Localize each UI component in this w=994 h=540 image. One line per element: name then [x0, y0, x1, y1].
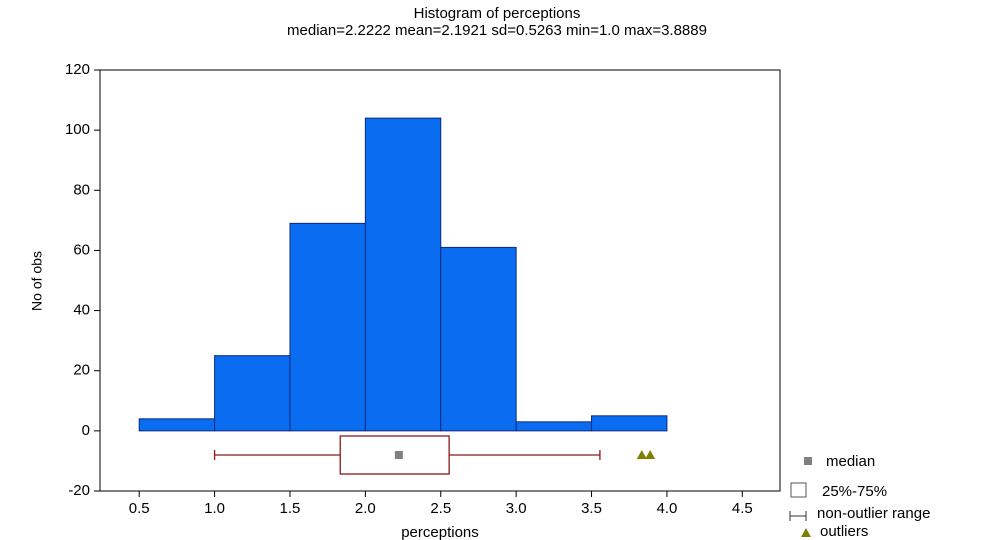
y-tick-label: 100 [65, 121, 90, 138]
box [339, 435, 450, 475]
y-tick-label: 40 [73, 302, 90, 319]
bar [591, 415, 668, 432]
bar [364, 117, 442, 432]
plot-frame [99, 69, 781, 492]
x-tick-label: 1.5 [280, 500, 301, 517]
median-marker [394, 451, 403, 459]
x-tick-label: 1.0 [204, 500, 225, 517]
bar [138, 418, 216, 432]
chart-subtitle: median=2.2222 mean=2.1921 sd=0.5263 min=… [287, 22, 707, 39]
x-tick-label: 2.0 [355, 500, 376, 517]
y-tick-label: 0 [82, 422, 90, 439]
x-tick-label: 0.5 [129, 500, 150, 517]
x-tick-label: 2.5 [430, 500, 451, 517]
y-tick-label: 20 [73, 362, 90, 379]
bar [515, 421, 593, 432]
bar [214, 355, 291, 432]
bar [289, 222, 366, 432]
outlier [636, 450, 647, 459]
legend-box-icon [790, 482, 807, 498]
y-tick-label: 80 [73, 181, 90, 198]
legend-label: 25%-75% [822, 483, 887, 500]
y-tick-label: -20 [68, 482, 90, 499]
y-tick-label: 120 [65, 61, 90, 78]
y-axis-label: No of obs [29, 251, 45, 311]
x-tick-label: 4.0 [656, 500, 677, 517]
bar [440, 246, 517, 432]
x-tick-label: 3.0 [506, 500, 527, 517]
x-axis-label: perceptions [401, 524, 479, 540]
outlier [645, 450, 656, 459]
legend-median-icon [804, 457, 812, 465]
legend-outlier-icon [801, 528, 811, 537]
x-tick-label: 3.5 [581, 500, 602, 517]
y-tick-label: 60 [73, 241, 90, 258]
legend-label: outliers [820, 523, 868, 540]
legend-label: non-outlier range [817, 505, 930, 522]
chart-title: Histogram of perceptions [414, 5, 581, 22]
x-tick-label: 4.5 [732, 500, 753, 517]
legend-label: median [826, 453, 875, 470]
